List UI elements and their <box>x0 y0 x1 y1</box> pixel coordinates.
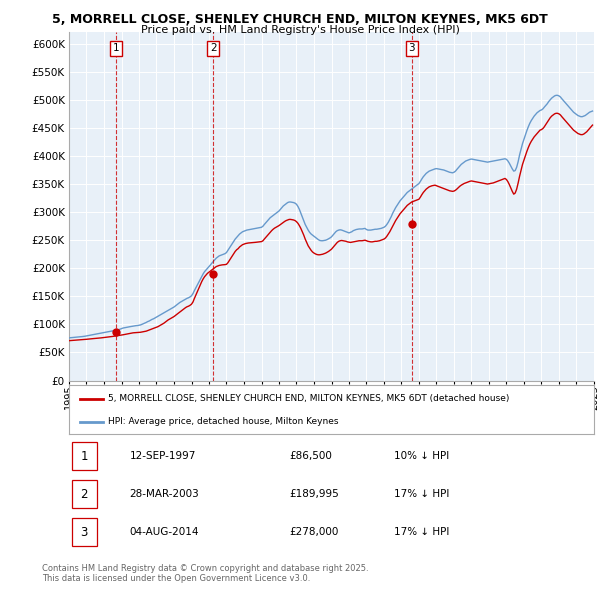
Text: £278,000: £278,000 <box>290 527 339 537</box>
FancyBboxPatch shape <box>71 480 97 508</box>
Text: 1: 1 <box>113 43 119 53</box>
Text: 04-AUG-2014: 04-AUG-2014 <box>130 527 199 537</box>
Text: 17% ↓ HPI: 17% ↓ HPI <box>395 527 450 537</box>
Text: Contains HM Land Registry data © Crown copyright and database right 2025.
This d: Contains HM Land Registry data © Crown c… <box>42 563 368 583</box>
Text: 2: 2 <box>210 43 217 53</box>
FancyBboxPatch shape <box>71 518 97 546</box>
Text: 2: 2 <box>80 487 88 501</box>
Text: 5, MORRELL CLOSE, SHENLEY CHURCH END, MILTON KEYNES, MK5 6DT: 5, MORRELL CLOSE, SHENLEY CHURCH END, MI… <box>52 13 548 26</box>
Text: 28-MAR-2003: 28-MAR-2003 <box>130 489 199 499</box>
Text: £189,995: £189,995 <box>290 489 339 499</box>
Text: HPI: Average price, detached house, Milton Keynes: HPI: Average price, detached house, Milt… <box>109 417 339 426</box>
Text: 5, MORRELL CLOSE, SHENLEY CHURCH END, MILTON KEYNES, MK5 6DT (detached house): 5, MORRELL CLOSE, SHENLEY CHURCH END, MI… <box>109 394 510 404</box>
Text: 10% ↓ HPI: 10% ↓ HPI <box>395 451 450 461</box>
Text: 12-SEP-1997: 12-SEP-1997 <box>130 451 196 461</box>
Text: 3: 3 <box>409 43 415 53</box>
Text: 17% ↓ HPI: 17% ↓ HPI <box>395 489 450 499</box>
Text: Price paid vs. HM Land Registry's House Price Index (HPI): Price paid vs. HM Land Registry's House … <box>140 25 460 35</box>
Text: 3: 3 <box>80 526 88 539</box>
Text: £86,500: £86,500 <box>290 451 332 461</box>
Text: 1: 1 <box>80 450 88 463</box>
FancyBboxPatch shape <box>71 442 97 470</box>
